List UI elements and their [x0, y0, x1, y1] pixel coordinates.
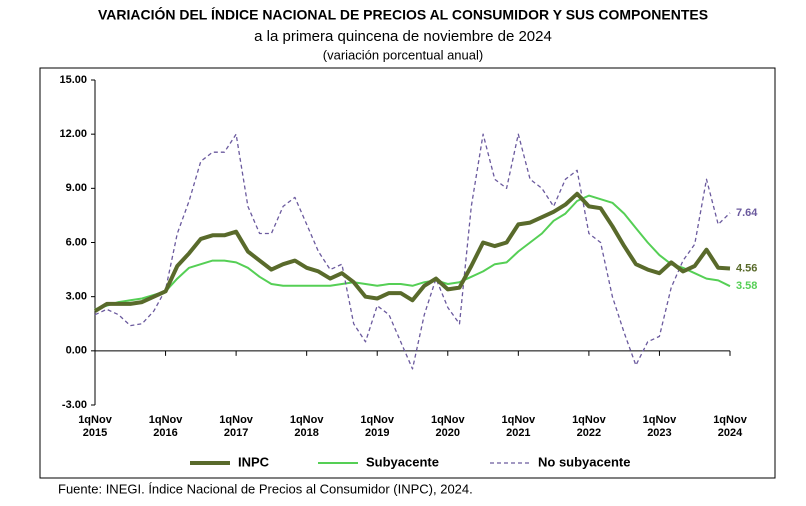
x-tick-label: 1qNov 2024	[713, 414, 747, 439]
chart-subtitle: a la primera quincena de noviembre de 20…	[254, 28, 552, 45]
value-label: 7.64	[736, 207, 758, 219]
y-tick-label: 6.00	[66, 236, 87, 248]
value-label: 4.56	[736, 262, 757, 274]
chart-subtitle: (variación porcentual anual)	[323, 47, 483, 62]
chart-title: VARIACIÓN DEL ÍNDICE NACIONAL DE PRECIOS…	[98, 6, 708, 23]
x-tick-label: 1qNov 2021	[501, 414, 536, 439]
series-line	[94, 194, 731, 311]
y-tick-label: -3.00	[62, 399, 87, 411]
y-tick-label: 15.00	[59, 74, 87, 86]
y-tick-label: 3.00	[66, 291, 87, 303]
series-line	[94, 133, 731, 370]
source-note: Fuente: INEGI. Índice Nacional de Precio…	[58, 481, 473, 496]
y-tick-label: 0.00	[66, 345, 87, 357]
x-tick-label: 1qNov 2023	[642, 414, 677, 439]
y-tick-label: 9.00	[66, 182, 87, 194]
value-label: 3.58	[736, 280, 757, 292]
x-tick-label: 1qNov 2019	[360, 414, 395, 439]
chart-frame	[39, 67, 776, 479]
legend-label: No subyacente	[538, 454, 630, 469]
x-tick-label: 1qNov 2017	[219, 414, 253, 439]
series-line	[93, 191, 731, 313]
x-tick-label: 1qNov 2018	[289, 414, 324, 439]
x-tick-label: 1qNov 2016	[148, 414, 183, 439]
legend-label: Subyacente	[366, 454, 439, 469]
x-tick-label: 1qNov 2022	[572, 414, 606, 439]
x-tick-label: 1qNov 2015	[78, 414, 112, 439]
y-tick-label: 12.00	[59, 128, 87, 140]
legend-label: INPC	[238, 454, 270, 469]
x-tick-label: 1qNov 2020	[430, 414, 465, 439]
